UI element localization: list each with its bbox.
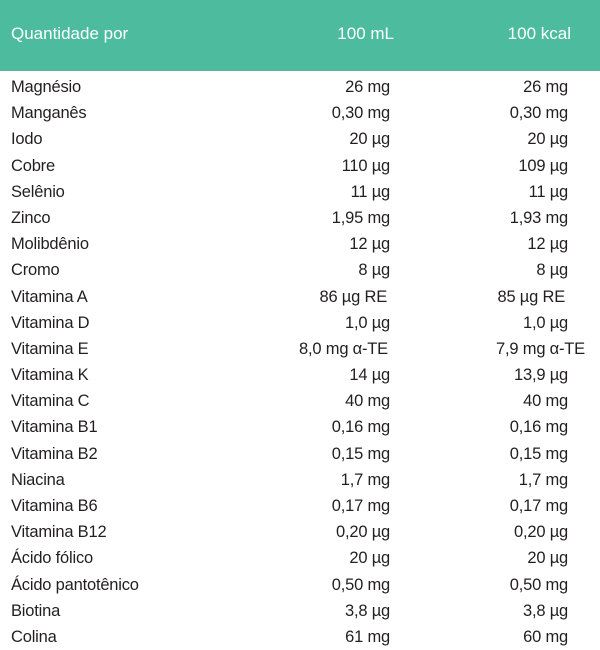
nutrient-name: Magnésio [11,78,81,96]
nutrient-name: Vitamina B2 [11,444,98,463]
nutrient-name: Cobre [11,156,55,175]
value-per-100kcal: 7,9 mg α-TE [496,339,585,358]
value-per-100ml: 8 µg [358,261,390,280]
table-row: Biotina 3,8 µg 3,8 µg [0,598,600,624]
value-per-100ml: 20 µg [349,549,390,568]
value-per-100ml: 26 mg [345,78,390,96]
nutrient-name: Vitamina K [11,366,89,385]
nutrient-name: Colina [11,627,57,646]
nutrient-name: Vitamina E [11,339,89,358]
nutrient-name: Cromo [11,261,60,280]
value-per-100ml: 1,95 mg [331,208,390,227]
header-col-100kcal: 100 kcal [507,24,571,43]
table-row: Vitamina B12 0,20 µg 0,20 µg [0,519,600,545]
value-per-100kcal: 8 µg [536,261,568,280]
table-body: Magnésio 26 mg 26 mg Manganês 0,30 mg 0,… [0,74,600,650]
nutrient-name: Vitamina B6 [11,497,98,515]
value-per-100ml: 11 µg [350,182,391,201]
value-per-100kcal: 13,9 µg [514,366,568,385]
table-row: Vitamina A 86 µg RE 85 µg RE [0,284,600,310]
table-row: Zinco 1,95 mg 1,93 mg [0,205,600,231]
nutrient-name: Vitamina B1 [11,418,98,437]
nutrient-name: Vitamina A [11,287,88,306]
value-per-100ml: 1,7 mg [340,470,390,489]
table-row: Ácido pantotênico 0,50 mg 0,50 mg [0,572,600,598]
table-row: Ácido fólico 20 µg 20 µg [0,545,600,571]
nutrient-name: Ácido pantotênico [11,575,139,594]
nutrient-name: Iodo [11,130,43,149]
table-row: Colina 61 mg 60 mg [0,624,600,650]
table-row: Niacina 1,7 mg 1,7 mg [0,467,600,493]
value-per-100kcal: 40 mg [523,392,568,411]
value-per-100ml: 0,30 mg [331,104,390,123]
value-per-100ml: 0,20 µg [336,523,390,542]
value-per-100kcal: 109 µg [518,156,568,175]
nutrient-name: Niacina [11,470,65,489]
value-per-100ml: 86 µg RE [319,287,387,306]
nutrient-name: Vitamina D [11,313,90,332]
value-per-100ml: 8,0 mg α-TE [299,339,388,358]
value-per-100kcal: 0,17 mg [509,497,568,515]
table-row: Iodo 20 µg 20 µg [0,126,600,152]
value-per-100ml: 3,8 µg [344,601,390,620]
table-row: Magnésio 26 mg 26 mg [0,74,600,100]
nutrient-name: Vitamina C [11,392,90,411]
table-header: Quantidade por 100 mL 100 kcal [0,0,600,71]
value-per-100ml: 12 µg [349,235,390,254]
value-per-100kcal: 1,93 mg [509,208,568,227]
value-per-100ml: 0,16 mg [331,418,390,437]
table-row: Selênio 11 µg 11 µg [0,179,600,205]
nutrient-name: Ácido fólico [11,549,93,568]
value-per-100kcal: 26 mg [523,78,568,96]
table-row: Manganês 0,30 mg 0,30 mg [0,100,600,126]
table-row: Vitamina B1 0,16 mg 0,16 mg [0,414,600,440]
nutrient-name: Selênio [11,182,65,201]
table-row: Vitamina C 40 mg 40 mg [0,388,600,414]
value-per-100kcal: 3,8 µg [522,601,568,620]
value-per-100ml: 14 µg [349,366,390,385]
nutrient-name: Molibdênio [11,235,89,254]
table-row: Vitamina E 8,0 mg α-TE 7,9 mg α-TE [0,336,600,362]
table-row: Vitamina B6 0,17 mg 0,17 mg [0,493,600,519]
value-per-100ml: 61 mg [345,627,390,646]
table-row: Vitamina B2 0,15 mg 0,15 mg [0,441,600,467]
value-per-100kcal: 0,16 mg [509,418,568,437]
nutrient-name: Zinco [11,208,51,227]
table-row: Molibdênio 12 µg 12 µg [0,231,600,257]
table-row: Cobre 110 µg 109 µg [0,153,600,179]
value-per-100kcal: 1,7 mg [518,470,568,489]
value-per-100ml: 40 mg [345,392,390,411]
table-row: Vitamina D 1,0 µg 1,0 µg [0,310,600,336]
value-per-100kcal: 20 µg [527,549,568,568]
value-per-100kcal: 0,15 mg [509,444,568,463]
value-per-100ml: 0,50 mg [331,575,390,594]
value-per-100kcal: 60 mg [523,627,568,646]
nutrient-name: Manganês [11,104,87,123]
value-per-100kcal: 1,0 µg [522,313,568,332]
table-row: Cromo 8 µg 8 µg [0,257,600,283]
value-per-100ml: 20 µg [349,130,390,149]
value-per-100kcal: 12 µg [527,235,568,254]
value-per-100kcal: 11 µg [528,182,569,201]
header-label: Quantidade por [11,24,129,43]
value-per-100ml: 0,17 mg [331,497,390,515]
header-col-100ml: 100 mL [337,24,394,43]
value-per-100ml: 1,0 µg [344,313,390,332]
table-row: Vitamina K 14 µg 13,9 µg [0,362,600,388]
value-per-100ml: 110 µg [341,156,391,175]
value-per-100kcal: 20 µg [527,130,568,149]
nutrient-name: Biotina [11,601,61,620]
value-per-100ml: 0,15 mg [331,444,390,463]
value-per-100kcal: 0,20 µg [514,523,568,542]
value-per-100kcal: 0,30 mg [509,104,568,123]
value-per-100kcal: 0,50 mg [509,575,568,594]
value-per-100kcal: 85 µg RE [497,287,565,306]
nutrient-name: Vitamina B12 [11,523,107,542]
